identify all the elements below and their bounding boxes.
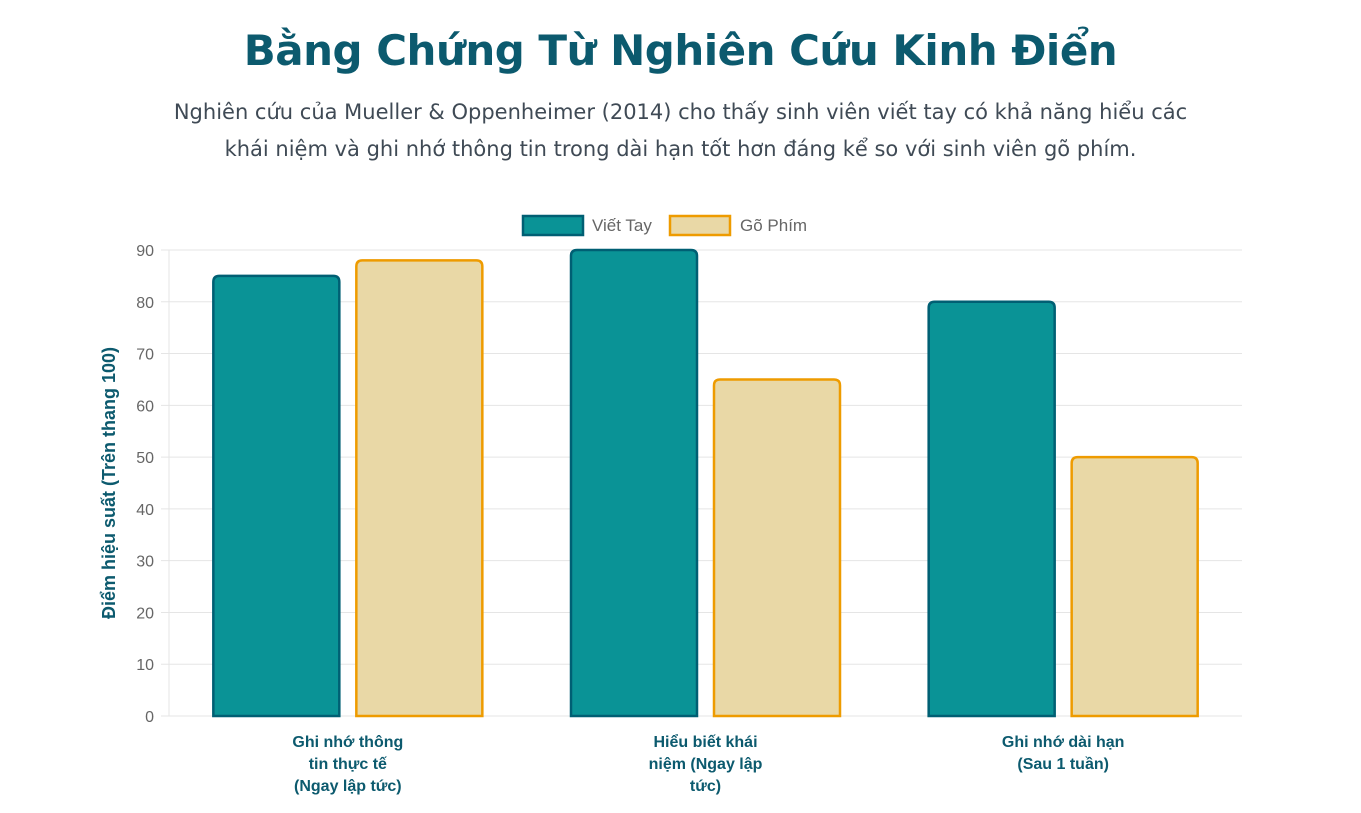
y-tick-label: 30 xyxy=(136,554,154,571)
x-category-label: tin thực tế xyxy=(309,756,387,773)
legend-label: Gõ Phím xyxy=(740,216,807,235)
y-tick-label: 40 xyxy=(136,502,154,519)
x-category-label: Ghi nhớ dài hạn xyxy=(1002,734,1124,751)
subtitle-line-1: Nghiên cứu của Mueller & Oppenheimer (20… xyxy=(173,100,1188,124)
bar-typing xyxy=(712,378,842,718)
legend-swatch xyxy=(521,214,585,237)
x-category-label: niệm (Ngay lập xyxy=(649,756,763,773)
legend-label: Viết Tay xyxy=(592,216,652,235)
y-tick-label: 80 xyxy=(136,295,154,312)
grid-lines xyxy=(161,249,1242,717)
legend-swatch xyxy=(668,214,732,237)
y-axis-ticks: 0 10 20 30 40 50 60 70 80 90 xyxy=(136,243,154,726)
bar-typing xyxy=(1070,455,1199,718)
x-axis-labels: Ghi nhớ thông tin thực tế (Ngay lập tức) Hi… xyxy=(292,733,1124,795)
x-category-label: Ghi nhớ thông xyxy=(292,734,403,751)
y-axis-title: Điểm hiệu suất (Trên thang 100) xyxy=(99,347,119,619)
page-title: Bằng Chứng Từ Nghiên Cứu Kinh Điển xyxy=(243,26,1118,75)
y-tick-label: 20 xyxy=(136,605,154,622)
x-category-label: (Sau 1 tuần) xyxy=(1017,756,1109,773)
subtitle-line-2: khái niệm và ghi nhớ thông tin trong dài… xyxy=(224,137,1137,161)
bar-handwriting xyxy=(927,300,1056,718)
x-category-label: tức) xyxy=(690,778,721,795)
y-tick-label: 50 xyxy=(136,450,154,467)
x-category-label: Hiểu biết khái xyxy=(653,733,757,751)
bar-typing xyxy=(355,259,484,718)
y-tick-label: 10 xyxy=(136,657,154,674)
bar-handwriting xyxy=(569,248,699,718)
bars xyxy=(212,248,1199,718)
legend: Viết Tay Gõ Phím xyxy=(521,214,807,237)
page-subtitle: Nghiên cứu của Mueller & Oppenheimer (20… xyxy=(100,94,1261,168)
y-tick-label: 90 xyxy=(136,243,154,260)
y-tick-label: 70 xyxy=(136,347,154,364)
y-tick-label: 0 xyxy=(145,709,154,726)
y-tick-label: 60 xyxy=(136,398,154,415)
x-category-label: (Ngay lập tức) xyxy=(294,778,402,795)
bar-handwriting xyxy=(212,274,341,718)
